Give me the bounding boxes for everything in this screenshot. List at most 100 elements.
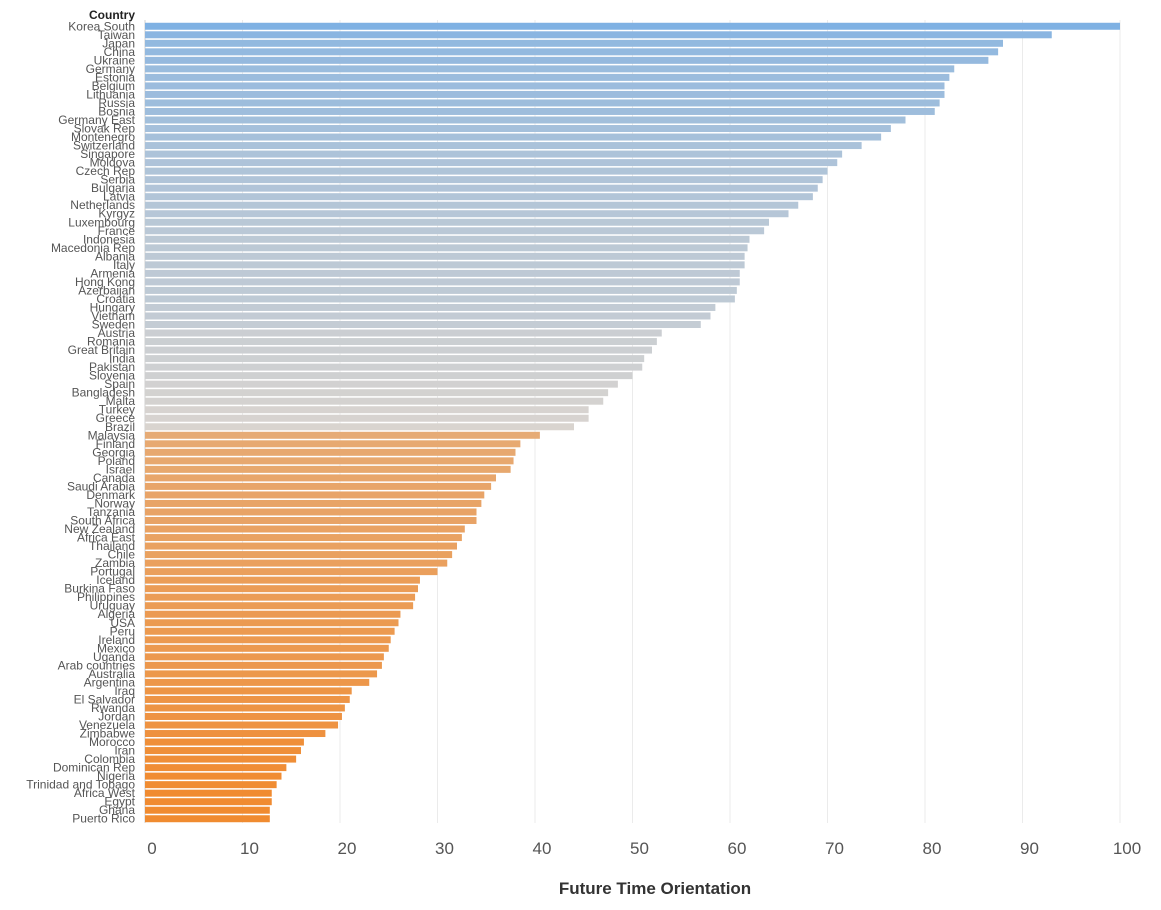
- category-label: Venezuela: [79, 718, 135, 732]
- bar: [145, 380, 618, 388]
- category-label: Latvia: [103, 190, 135, 204]
- bar: [145, 303, 716, 311]
- category-label: Indonesia: [83, 232, 135, 246]
- category-label: Slovenia: [89, 369, 135, 383]
- category-label: Malta: [106, 394, 136, 408]
- bar: [145, 193, 813, 201]
- category-label: Lithuania: [86, 87, 135, 101]
- category-label: Philippines: [77, 590, 135, 604]
- category-label: Israel: [106, 462, 135, 476]
- bar: [145, 142, 862, 150]
- bar: [145, 389, 609, 397]
- x-tick-label: 0: [147, 839, 156, 858]
- category-label: Great Britain: [68, 343, 135, 357]
- bar: [145, 730, 326, 738]
- category-label: Tanzania: [87, 505, 135, 519]
- category-label: Australia: [88, 667, 135, 681]
- category-label: Korea South: [68, 19, 135, 33]
- x-tick-label: 30: [435, 839, 454, 858]
- category-header: Country: [89, 8, 135, 22]
- category-label: Peru: [110, 624, 135, 638]
- category-label: Pakistan: [89, 360, 135, 374]
- bar: [145, 355, 645, 363]
- bar: [145, 363, 643, 371]
- bar: [145, 22, 1120, 30]
- category-label: Austria: [98, 326, 136, 340]
- bar: [145, 116, 906, 124]
- x-tick-label: 70: [825, 839, 844, 858]
- category-label: Sweden: [92, 318, 135, 332]
- category-label: China: [104, 45, 136, 59]
- bar: [145, 414, 589, 422]
- bar: [145, 184, 818, 192]
- category-label: Africa West: [74, 786, 136, 800]
- bar: [145, 278, 740, 286]
- bar: [145, 90, 945, 98]
- x-tick-label: 90: [1020, 839, 1039, 858]
- category-labels: Korea SouthTaiwanJapanChinaUkraineGerman…: [26, 19, 136, 825]
- category-label: Taiwan: [98, 28, 135, 42]
- category-label: Slovak Rep: [74, 122, 136, 136]
- x-tick-label: 40: [533, 839, 552, 858]
- category-label: Denmark: [86, 488, 136, 502]
- category-label: India: [109, 352, 135, 366]
- category-label: Luxembourg: [68, 215, 135, 229]
- bar: [145, 517, 477, 524]
- bar: [145, 670, 378, 678]
- bar: [145, 568, 438, 576]
- category-label: Azerbaijan: [78, 283, 135, 297]
- category-label: Puerto Rico: [72, 812, 135, 826]
- bar: [145, 167, 828, 175]
- bar: [145, 48, 999, 56]
- x-tick-label: 50: [630, 839, 649, 858]
- category-label: Argentina: [84, 675, 136, 689]
- bar: [145, 704, 345, 712]
- bar: [145, 73, 950, 81]
- bar: [145, 235, 750, 243]
- bar: [145, 99, 940, 107]
- bar: [145, 457, 514, 465]
- category-label: Brazil: [105, 420, 135, 434]
- bar: [145, 772, 282, 780]
- category-label: Italy: [113, 258, 135, 272]
- bar: [145, 218, 769, 226]
- category-label: Poland: [98, 454, 135, 468]
- bar: [145, 815, 270, 823]
- bar: [145, 559, 448, 567]
- category-label: Egypt: [104, 795, 135, 809]
- bar: [145, 593, 416, 601]
- bar: [145, 159, 838, 167]
- bar: [145, 747, 301, 755]
- bar: [145, 82, 945, 90]
- bar: [145, 764, 287, 772]
- category-label: Japan: [102, 36, 135, 50]
- category-label: Croatia: [96, 292, 135, 306]
- bar: [145, 610, 401, 618]
- x-tick-label: 10: [240, 839, 259, 858]
- category-label: Estonia: [95, 70, 135, 84]
- bar: [145, 244, 748, 252]
- category-label: Switzerland: [73, 139, 135, 153]
- bar: [145, 636, 391, 644]
- bar: [145, 602, 414, 610]
- bar: [145, 346, 652, 354]
- category-label: Turkey: [99, 403, 135, 417]
- category-label: Uganda: [93, 650, 135, 664]
- category-label: Ireland: [98, 633, 135, 647]
- category-label: Iran: [114, 744, 135, 758]
- category-label: Czech Rep: [76, 164, 136, 178]
- bar: [145, 65, 955, 73]
- bar: [145, 31, 1052, 39]
- bar: [145, 619, 399, 627]
- bar: [145, 372, 633, 380]
- category-label: Canada: [93, 471, 135, 485]
- category-label: South Africa: [70, 513, 135, 527]
- category-label: Bulgaria: [91, 181, 135, 195]
- category-label: Georgia: [92, 445, 135, 459]
- category-label: Iceland: [96, 573, 135, 587]
- category-label: Russia: [98, 96, 135, 110]
- category-label: Dominican Rep: [53, 761, 135, 775]
- category-label: Malaysia: [88, 428, 136, 442]
